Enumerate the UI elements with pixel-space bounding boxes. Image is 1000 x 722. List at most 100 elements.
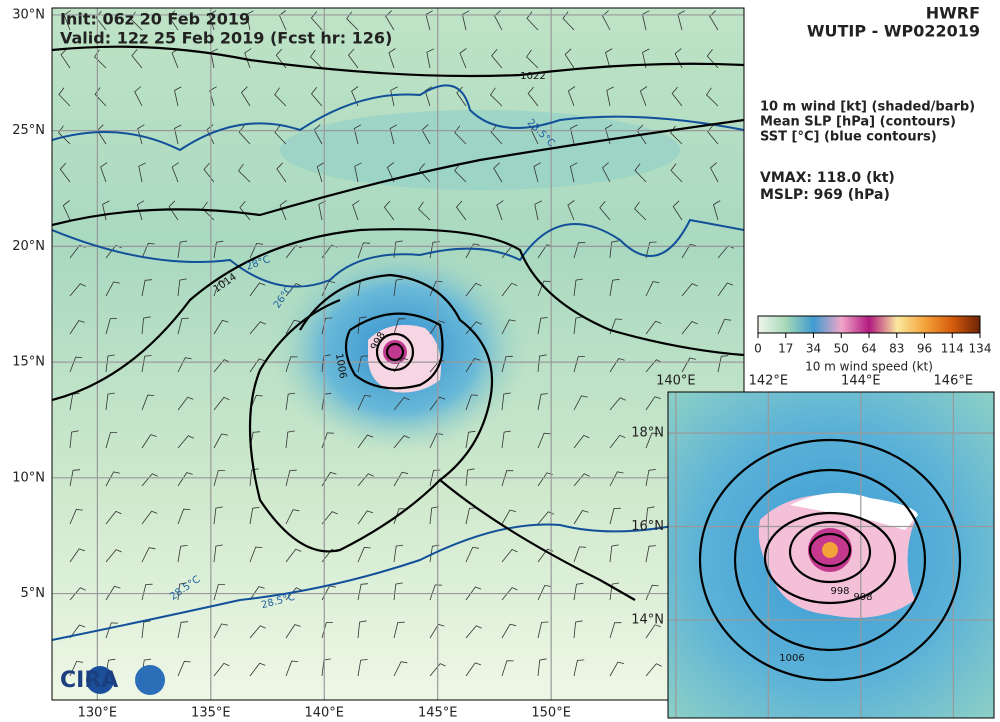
wind-barb	[393, 318, 406, 335]
wind-barb	[213, 319, 229, 335]
wind-barb	[310, 87, 323, 107]
wind-barb	[60, 48, 71, 69]
wind-barb	[645, 396, 661, 411]
wind-barb	[69, 548, 86, 563]
wind-barb	[357, 394, 372, 411]
wind-barb	[645, 241, 657, 259]
wind-barb	[389, 124, 398, 145]
wind-barb	[105, 622, 118, 639]
wind-barb	[69, 660, 84, 677]
wind-barb	[645, 663, 662, 677]
wind-barb	[58, 87, 71, 107]
wind-barb	[681, 357, 696, 373]
wind-barb	[357, 620, 367, 639]
wind-barb	[385, 10, 395, 31]
wind-barb	[429, 623, 445, 639]
lat-tick-label: 20°N	[12, 239, 45, 254]
wind-barb	[429, 663, 446, 677]
wind-barb	[537, 658, 547, 677]
wind-barb	[501, 470, 514, 487]
wind-barb	[429, 433, 444, 449]
wind-barb	[285, 624, 301, 639]
wind-barb	[526, 49, 539, 69]
wind-barb	[310, 11, 323, 31]
wind-barb	[69, 469, 81, 487]
wind-barb	[386, 162, 395, 183]
wind-barb	[285, 392, 296, 411]
wind-barb	[105, 281, 120, 297]
wind-barb	[357, 510, 374, 525]
wind-barb	[388, 48, 396, 69]
wind-barb	[213, 240, 224, 259]
contour-label: 998	[830, 586, 849, 597]
colorbar-tick-label: 83	[889, 342, 904, 356]
wind-barb	[321, 511, 338, 525]
wind-barb	[426, 48, 434, 69]
map-frame	[51, 7, 745, 701]
wind-barb	[537, 317, 548, 335]
wind-barb	[177, 357, 192, 373]
wind-barb	[318, 200, 326, 221]
wind-barb	[526, 11, 539, 31]
wind-barb	[705, 87, 719, 107]
wind-barb	[537, 432, 551, 449]
wind-barb	[285, 319, 301, 335]
wind-barb	[177, 582, 187, 601]
wind-barb	[609, 622, 622, 639]
wind-barb	[285, 509, 300, 525]
wind-barb	[238, 163, 251, 183]
wind-barb	[354, 162, 362, 183]
wind-barb	[131, 48, 143, 69]
wind-barb	[670, 125, 683, 145]
slp-contour	[248, 298, 441, 553]
wind-barb	[244, 48, 252, 69]
colorbar-segment	[869, 316, 898, 333]
slp-contour	[698, 438, 962, 682]
lon-tick-label: 130°E	[78, 706, 118, 721]
wind-barb	[240, 86, 251, 107]
wind-barb	[573, 659, 585, 677]
colorbar-label: 10 m wind speed (kt)	[805, 360, 933, 374]
wind-barb	[609, 240, 619, 259]
wind-barb	[493, 10, 503, 31]
wind-barb	[141, 583, 153, 601]
slp-contour	[52, 118, 744, 227]
wind-barb	[534, 200, 542, 221]
wind-barb	[105, 354, 115, 373]
wind-barb	[357, 316, 367, 335]
inset-frame	[667, 391, 995, 719]
colorbar-tick-label: 34	[806, 342, 821, 356]
wind-barb	[418, 163, 431, 183]
wind-barb	[94, 87, 107, 107]
wind-barb	[465, 662, 482, 677]
contour-label: 1006	[333, 353, 348, 380]
contour-label: 1006	[779, 653, 804, 664]
lat-tick-label: 30°N	[12, 7, 45, 22]
wind-barb	[573, 582, 584, 601]
model-name: HWRF	[926, 4, 980, 23]
lat-tick-label: 5°N	[21, 586, 46, 601]
contour-label: 1022	[520, 71, 545, 82]
wind-barb	[351, 86, 359, 107]
wind-barb	[393, 397, 410, 411]
wind-barb	[465, 430, 476, 449]
wind-barb	[501, 430, 512, 449]
wind-barb	[501, 392, 511, 411]
wind-barb	[249, 662, 266, 677]
wind-barb	[537, 280, 551, 297]
wind-barb	[465, 625, 482, 639]
contour-label: 998	[853, 592, 872, 603]
wind-barb	[105, 471, 120, 487]
wind-barb	[681, 283, 698, 297]
wind-barb	[537, 511, 554, 525]
wind-barb	[279, 200, 287, 221]
wind-barb	[634, 163, 647, 183]
slp-contour	[788, 520, 872, 584]
wind-barb	[609, 278, 620, 297]
wind-barb	[59, 162, 71, 183]
wind-barb	[573, 316, 583, 335]
wind-barb	[454, 163, 467, 183]
wind-barb	[429, 280, 443, 297]
wind-barb	[493, 162, 503, 183]
wind-barb	[609, 544, 619, 563]
